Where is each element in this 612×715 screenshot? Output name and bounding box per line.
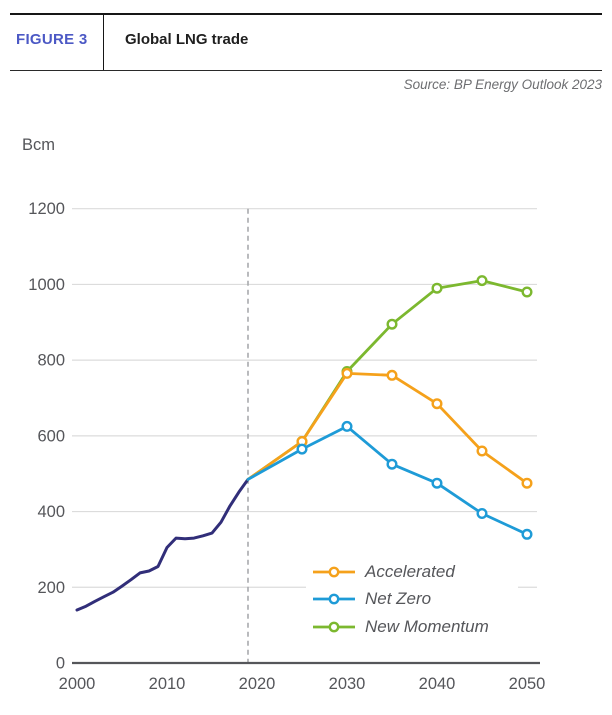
legend-label-accelerated: Accelerated [365, 561, 455, 581]
figure-title: Global LNG trade [125, 31, 249, 48]
svg-text:600: 600 [37, 427, 65, 445]
legend-item-net-zero: Net Zero [312, 586, 518, 614]
y-axis-unit-label: Bcm [22, 136, 55, 154]
svg-text:200: 200 [37, 579, 65, 597]
svg-text:2010: 2010 [149, 675, 186, 693]
accelerated-line-marker-icon [313, 566, 355, 578]
new-momentum-line-marker-icon [313, 621, 355, 633]
svg-text:2020: 2020 [239, 675, 276, 693]
chart-legend: Accelerated Net Zero New Momentum [306, 552, 518, 645]
legend-label-net-zero: Net Zero [365, 589, 432, 609]
svg-text:2030: 2030 [329, 675, 366, 693]
svg-text:1000: 1000 [28, 276, 65, 294]
svg-text:2050: 2050 [509, 675, 546, 693]
header-divider [103, 15, 104, 70]
svg-text:400: 400 [37, 503, 65, 521]
net-zero-line-marker-icon [313, 593, 355, 605]
figure-label: FIGURE 3 [16, 31, 88, 48]
svg-text:2040: 2040 [419, 675, 456, 693]
legend-item-accelerated: Accelerated [312, 558, 518, 586]
source-caption: Source: BP Energy Outlook 2023 [403, 77, 602, 92]
mid-rule [10, 70, 602, 71]
svg-text:2000: 2000 [59, 675, 96, 693]
legend-label-new-momentum: New Momentum [365, 616, 489, 636]
svg-text:0: 0 [56, 655, 65, 673]
svg-text:1200: 1200 [28, 200, 65, 218]
svg-text:800: 800 [37, 352, 65, 370]
legend-item-new-momentum: New Momentum [312, 613, 518, 641]
top-rule [10, 13, 602, 15]
